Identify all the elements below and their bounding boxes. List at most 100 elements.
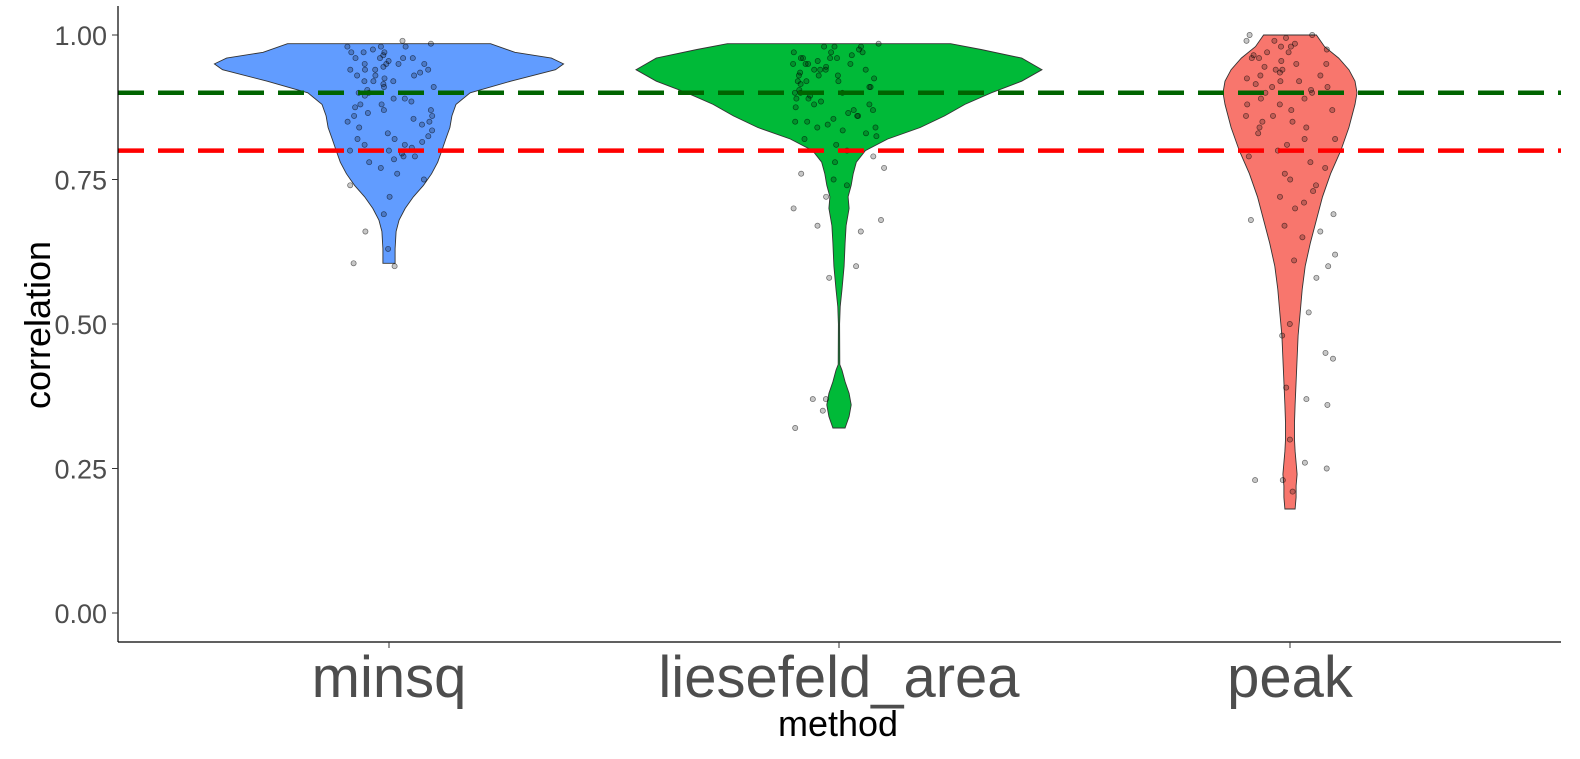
violin-liesefeld_area xyxy=(635,43,1043,429)
data-point-peak xyxy=(1281,222,1288,229)
data-point-liesefeld_area xyxy=(815,72,822,79)
data-point-minsq xyxy=(402,43,409,50)
data-point-minsq xyxy=(378,101,385,108)
y-ticks: 0.00 0.25 0.50 0.75 1.00 xyxy=(54,21,118,629)
data-point-liesefeld_area xyxy=(819,407,826,414)
data-point-peak xyxy=(1330,355,1336,362)
data-point-peak xyxy=(1308,86,1314,93)
data-point-liesefeld_area xyxy=(872,124,879,131)
data-point-liesefeld_area xyxy=(805,60,812,67)
data-point-minsq xyxy=(420,176,427,183)
data-point-minsq xyxy=(391,136,398,142)
violins-layer xyxy=(213,34,1358,510)
data-point-minsq xyxy=(369,46,376,53)
data-point-minsq xyxy=(357,101,364,108)
data-point-peak xyxy=(1252,81,1259,88)
data-point-liesefeld_area xyxy=(858,43,864,50)
data-point-liesefeld_area xyxy=(834,55,840,62)
data-point-liesefeld_area xyxy=(845,110,852,116)
data-point-liesefeld_area xyxy=(814,222,821,229)
data-point-minsq xyxy=(394,170,401,177)
data-point-liesefeld_area xyxy=(870,107,876,114)
data-point-liesefeld_area xyxy=(792,425,799,431)
data-point-peak xyxy=(1270,112,1276,119)
data-point-liesefeld_area xyxy=(814,58,821,64)
data-point-minsq xyxy=(356,124,363,131)
data-point-peak xyxy=(1310,188,1317,195)
data-point-liesefeld_area xyxy=(850,107,857,114)
data-point-peak xyxy=(1244,101,1251,108)
data-point-minsq xyxy=(395,60,402,67)
data-point-peak xyxy=(1264,49,1271,56)
y-tick-label: 1.00 xyxy=(54,21,107,51)
data-point-peak xyxy=(1332,251,1339,258)
data-point-liesefeld_area xyxy=(805,95,812,102)
data-point-minsq xyxy=(372,72,379,79)
data-point-peak xyxy=(1259,118,1266,125)
data-point-minsq xyxy=(401,141,408,148)
data-point-liesefeld_area xyxy=(835,78,842,85)
data-point-minsq xyxy=(409,55,416,62)
data-point-minsq xyxy=(360,49,367,56)
data-point-minsq xyxy=(361,141,368,148)
data-point-minsq xyxy=(400,55,407,62)
data-point-minsq xyxy=(427,107,434,114)
data-point-minsq xyxy=(399,37,406,44)
data-point-peak xyxy=(1305,309,1312,316)
data-point-liesefeld_area xyxy=(811,101,818,108)
data-point-peak xyxy=(1317,72,1324,79)
data-point-minsq xyxy=(385,245,392,252)
data-point-peak xyxy=(1301,95,1308,102)
data-point-minsq xyxy=(411,72,418,79)
data-point-minsq xyxy=(426,118,433,125)
violin-peak xyxy=(1222,34,1358,510)
data-point-minsq xyxy=(380,107,387,114)
data-point-peak xyxy=(1261,63,1268,70)
data-point-peak xyxy=(1288,107,1295,114)
data-point-minsq xyxy=(427,40,434,47)
data-point-minsq xyxy=(419,138,426,145)
data-point-liesefeld_area xyxy=(875,40,882,47)
data-point-minsq xyxy=(361,60,368,67)
data-point-liesefeld_area xyxy=(798,170,805,177)
data-point-minsq xyxy=(364,110,371,116)
data-point-liesefeld_area xyxy=(857,228,864,235)
data-point-minsq xyxy=(352,104,359,111)
data-point-minsq xyxy=(430,84,437,90)
data-point-liesefeld_area xyxy=(831,43,838,50)
data-point-peak xyxy=(1301,199,1307,206)
data-point-liesefeld_area xyxy=(833,141,840,148)
data-point-liesefeld_area xyxy=(818,98,824,105)
data-point-minsq xyxy=(348,49,355,56)
data-point-liesefeld_area xyxy=(854,112,861,119)
data-point-minsq xyxy=(354,136,361,142)
data-point-peak xyxy=(1287,176,1294,183)
data-point-peak xyxy=(1317,228,1324,235)
data-point-peak xyxy=(1245,153,1252,160)
reference-lines-layer xyxy=(118,90,1561,153)
data-point-liesefeld_area xyxy=(871,75,878,82)
data-point-minsq xyxy=(377,43,384,50)
y-tick-label: 0.00 xyxy=(54,599,107,629)
data-point-peak xyxy=(1255,130,1262,137)
data-point-liesefeld_area xyxy=(878,217,884,223)
data-point-liesefeld_area xyxy=(828,49,835,56)
data-point-peak xyxy=(1272,66,1279,73)
data-point-peak xyxy=(1296,78,1303,85)
data-point-minsq xyxy=(429,112,436,119)
data-point-minsq xyxy=(391,156,397,163)
y-tick-label: 0.50 xyxy=(54,310,107,340)
data-point-liesefeld_area xyxy=(814,124,821,131)
data-point-liesefeld_area xyxy=(839,127,846,134)
data-point-minsq xyxy=(380,63,387,70)
data-point-minsq xyxy=(347,147,353,154)
data-point-liesefeld_area xyxy=(792,118,799,125)
data-point-peak xyxy=(1250,52,1257,59)
data-point-minsq xyxy=(361,78,368,85)
data-point-minsq xyxy=(381,75,388,82)
data-point-peak xyxy=(1287,43,1294,50)
data-point-peak xyxy=(1313,274,1320,281)
data-point-liesefeld_area xyxy=(830,115,837,122)
data-point-minsq xyxy=(425,133,432,140)
data-point-minsq xyxy=(401,95,408,102)
